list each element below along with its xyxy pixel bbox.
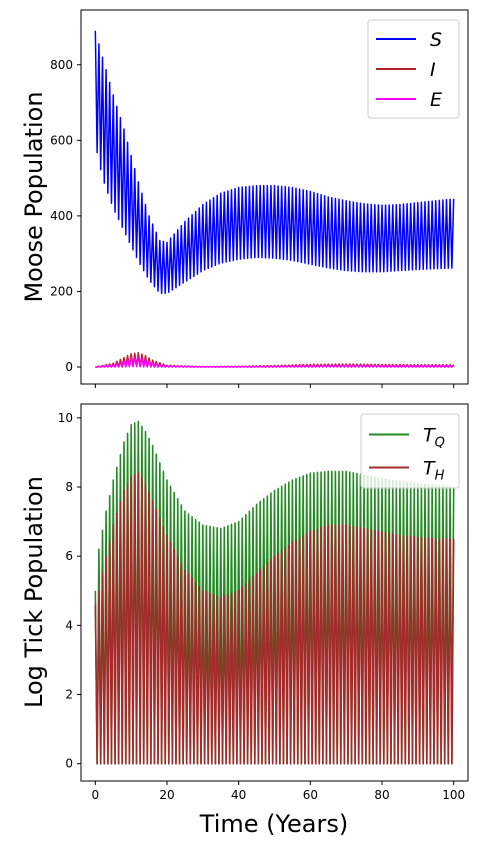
tick-xtick-label: 100 — [442, 788, 465, 802]
tick-xtick-label: 60 — [303, 788, 318, 802]
moose-ylabel: Moose Population — [20, 91, 48, 302]
tick-xtick-label: 20 — [159, 788, 174, 802]
moose-legend-item: S — [376, 29, 442, 51]
tick-legend-box — [360, 413, 460, 489]
moose-panel: 0 200 400 600 800 Moose Population SIE — [20, 9, 469, 388]
tick-xtick-label: 0 — [92, 788, 100, 802]
tick-axes-frame — [80, 403, 469, 782]
moose-legend-label: I — [430, 59, 436, 81]
moose-ticks: 0 200 400 600 800 — [50, 58, 455, 388]
moose-ytick-label: 600 — [50, 133, 73, 147]
moose-ytick-label: 400 — [50, 209, 73, 223]
moose-legend-label: S — [430, 29, 442, 51]
tick-line-th — [94, 472, 455, 765]
moose-ytick-label: 0 — [65, 360, 73, 374]
tick-ytick-label: 6 — [65, 549, 73, 563]
tick-series-layer — [94, 420, 455, 765]
tick-ytick-label: 10 — [58, 411, 73, 425]
tick-ylabel: Log Tick Population — [20, 476, 48, 708]
moose-line-s — [94, 30, 455, 295]
moose-legend: SIE — [367, 19, 460, 119]
tick-ytick-label: 2 — [65, 688, 73, 702]
tick-ticks: 0 20 40 60 80 100 0 2 4 6 8 10 — [58, 411, 465, 802]
tick-ytick-label: 4 — [65, 618, 73, 632]
moose-legend-label: E — [430, 89, 442, 111]
tick-series-th — [94, 472, 455, 765]
moose-axes-frame — [80, 9, 469, 385]
moose-legend-item: I — [376, 59, 436, 81]
moose-ytick-label: 200 — [50, 284, 73, 298]
moose-line-e — [95, 356, 455, 368]
tick-ytick-label: 8 — [65, 480, 73, 494]
moose-series-layer — [94, 30, 455, 368]
time-xlabel: Time (Years) — [199, 810, 348, 838]
moose-ytick-label: 800 — [50, 58, 73, 72]
tick-ytick-label: 0 — [65, 757, 73, 771]
tick-xtick-label: 80 — [374, 788, 389, 802]
moose-series-s — [94, 30, 455, 295]
moose-legend-item: E — [376, 89, 442, 111]
moose-series-e — [95, 356, 455, 368]
tick-xtick-label: 40 — [231, 788, 246, 802]
